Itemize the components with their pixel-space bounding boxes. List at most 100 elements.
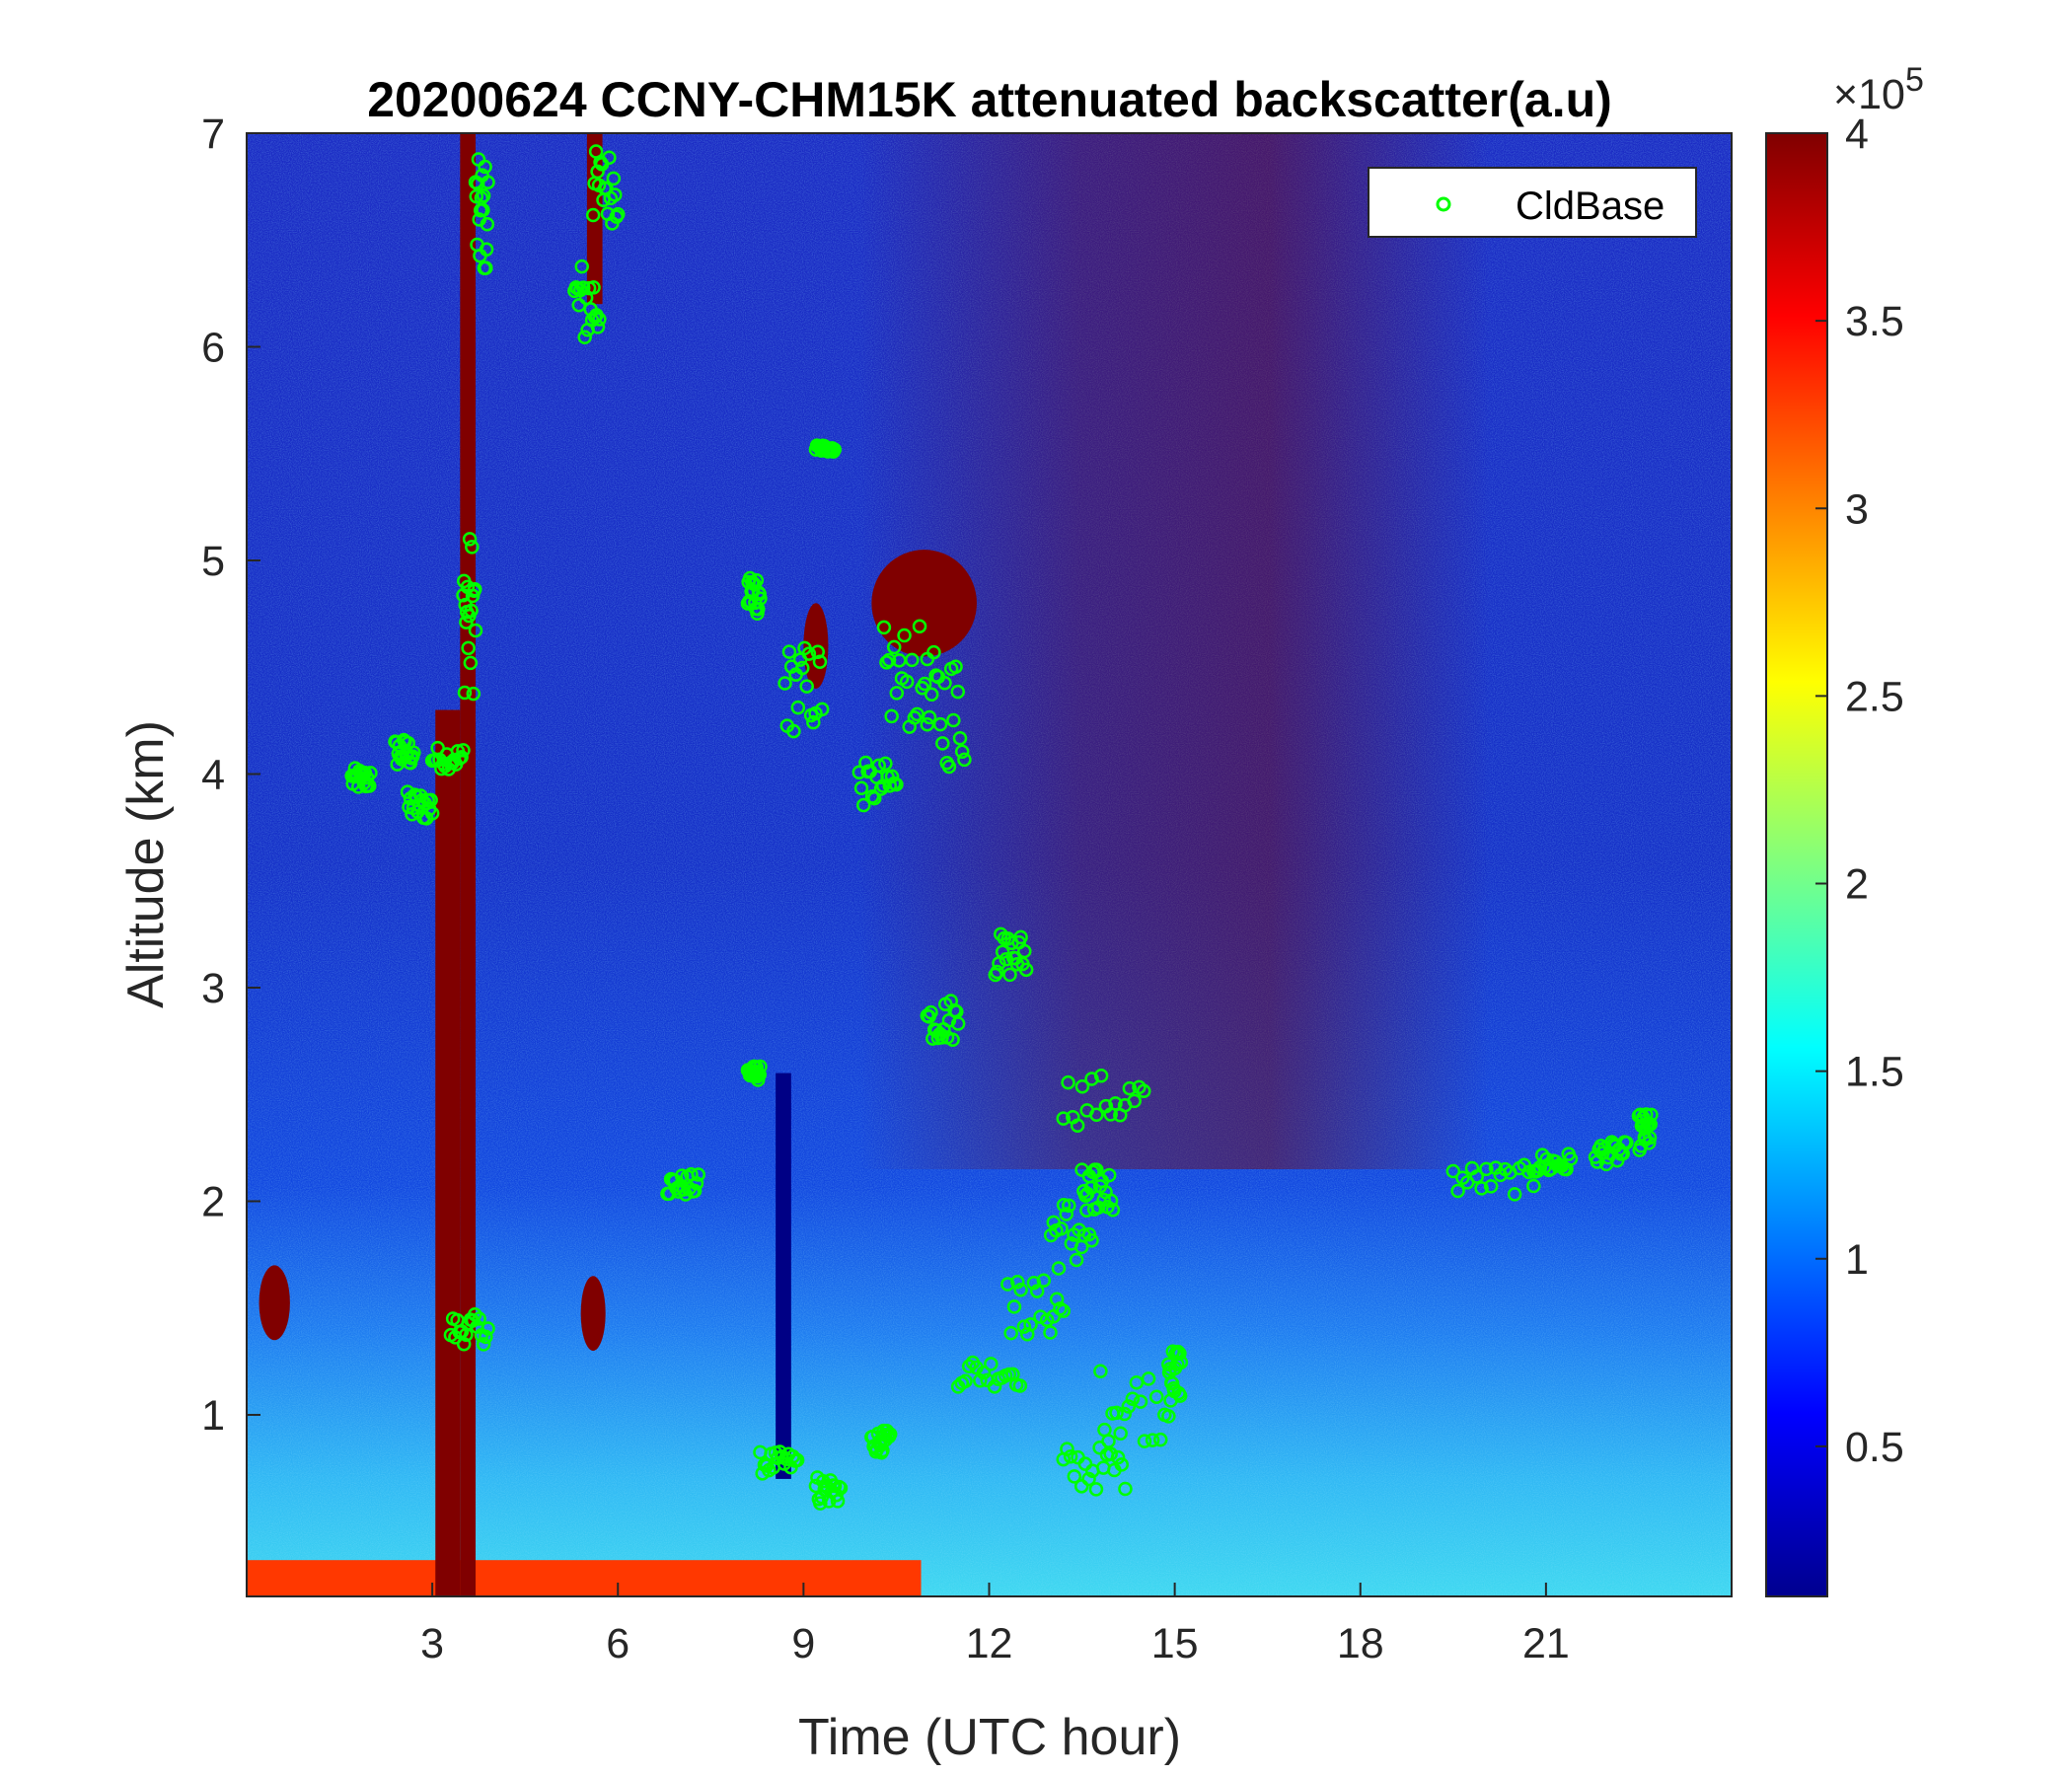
cloud-base-point [590, 320, 606, 334]
cloud-base-cluster-18 [876, 619, 935, 734]
cloud-base-point [1029, 1284, 1045, 1298]
cloud-base-point [456, 743, 471, 758]
cloud-base-point [786, 723, 801, 739]
cloud-base-point [1101, 1434, 1116, 1448]
cloud-base-point [1077, 1456, 1093, 1471]
cloud-base-point [871, 758, 886, 774]
blob-feature-6 [580, 1276, 606, 1352]
upper-haze [858, 133, 1490, 1169]
cloud-base-point [830, 1494, 846, 1509]
cloud-base-point [1016, 1319, 1032, 1334]
cloud-base-point [1133, 1394, 1148, 1409]
colorbar-exponent: ×105 [1833, 61, 1924, 118]
x-tick-label: 6 [606, 1620, 629, 1667]
cloud-base-cluster-19 [920, 644, 972, 775]
cloud-base-point [1642, 1136, 1657, 1150]
cloud-base-point [1023, 1317, 1038, 1332]
cloud-base-point [801, 646, 817, 661]
cloud-base-point [476, 202, 490, 218]
cloud-base-point [1013, 1283, 1028, 1297]
cloud-base-point [1114, 1457, 1130, 1472]
cloud-base-point [810, 644, 826, 659]
cloud-base-point [674, 1168, 690, 1183]
cloud-base-point [948, 659, 963, 674]
cloud-base-point [878, 756, 893, 772]
cloud-base-cluster-25 [1056, 1069, 1151, 1134]
cloud-base-point [884, 708, 899, 724]
cloud-base-point [1061, 1074, 1075, 1090]
cloud-base-point [994, 926, 1008, 942]
cloud-base-point [1479, 1161, 1494, 1177]
cloud-base-cluster-4 [456, 532, 483, 702]
blob-feature-4 [871, 550, 977, 657]
cloud-base-cluster-10 [740, 570, 768, 622]
y-tick-label: 6 [201, 324, 225, 371]
y-tick-label: 2 [201, 1178, 225, 1225]
cloud-base-point [1137, 1083, 1151, 1099]
cloud-base-cluster-27 [1093, 1364, 1176, 1448]
cloud-base-cluster-28 [988, 926, 1034, 983]
cloud-base-point [889, 777, 904, 792]
cloud-base-point [886, 639, 902, 655]
cloud-base-point [476, 187, 491, 203]
cloud-base-point [1121, 1399, 1137, 1414]
cloud-base-point [479, 1329, 493, 1345]
cloud-base-point [1642, 1130, 1658, 1146]
cloud-base-point [1483, 1179, 1499, 1194]
cloud-base-point [990, 964, 1004, 980]
cloud-base-point [814, 702, 830, 717]
cloud-base-point [961, 1359, 977, 1373]
cloud-base-point [1108, 1096, 1123, 1111]
cloud-base-point [1148, 1389, 1164, 1404]
cloud-base-point [1043, 1325, 1058, 1340]
cloud-base-cluster-16 [851, 755, 904, 813]
y-axis-ticks: 1 2 3 4 5 6 7 [201, 111, 260, 1440]
cloud-base-point [1173, 1355, 1189, 1369]
cloud-base-point [1017, 943, 1032, 959]
cloud-base-point [407, 745, 421, 760]
cloud-base-point [753, 591, 768, 606]
cloud-base-point [424, 806, 440, 821]
colorbar-tick-label: 3 [1845, 485, 1869, 533]
cloud-base-points [344, 144, 1659, 1511]
cloud-base-point [1117, 1406, 1132, 1422]
cloud-base-cluster-30 [1445, 1157, 1541, 1202]
cloud-base-point [799, 679, 814, 694]
cloud-base-point [1012, 1378, 1028, 1393]
cloud-base-cluster-14 [808, 438, 842, 459]
cloud-base-point [1507, 1187, 1522, 1202]
cloud-base-point [790, 700, 806, 715]
colorbar: 0.5 1 1.5 2 2.5 3 3.5 4 ×105 [1765, 61, 1924, 1597]
cloud-base-point [1059, 1207, 1073, 1221]
cloud-base-point [465, 540, 480, 555]
cloud-base-point [924, 1004, 938, 1020]
cloud-base-cluster-32 [1588, 1135, 1634, 1172]
cloud-base-point [813, 1496, 828, 1511]
x-axis-label: Time (UTC hour) [798, 1709, 1181, 1766]
cloud-base-cluster-2 [400, 784, 440, 826]
cloud-base-point [1096, 1192, 1111, 1208]
cloud-base-point [1083, 1180, 1099, 1196]
x-tick-label: 9 [791, 1620, 815, 1667]
cloud-base-cluster-0 [344, 761, 378, 794]
x-tick-label: 18 [1337, 1620, 1384, 1667]
cloud-base-point [472, 1311, 486, 1326]
colorbar-tick-label: 3.5 [1845, 298, 1904, 345]
cloud-base-point [984, 1357, 999, 1371]
cloud-base-point [752, 1067, 767, 1082]
cloud-base-point [922, 709, 937, 725]
cloud-base-point [468, 623, 483, 638]
cloud-base-point [463, 655, 479, 671]
cloud-base-point [1469, 1169, 1485, 1184]
cloud-base-point [1450, 1183, 1465, 1199]
cloud-base-point [912, 619, 927, 634]
y-tick-label: 7 [201, 111, 225, 158]
cloud-base-cluster-13 [777, 640, 830, 739]
cloud-base-cluster-3 [424, 740, 471, 777]
feature-layer [247, 133, 977, 1596]
cloud-base-point [1118, 1481, 1133, 1497]
cloud-base-point [954, 744, 970, 760]
cloud-base-point [941, 759, 957, 775]
cloud-base-cluster-23 [1043, 1197, 1102, 1276]
y-tick-label: 4 [201, 751, 225, 798]
